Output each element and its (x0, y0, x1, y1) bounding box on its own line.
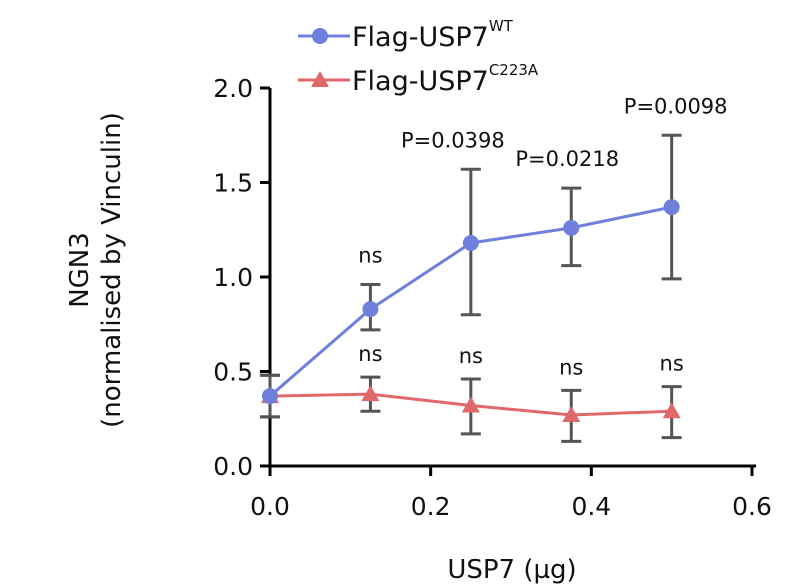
legend-label-wt-name: Flag-USP7 (352, 22, 489, 53)
annotation-c223a: ns (660, 352, 684, 376)
legend-label-c223a-sup: C223A (489, 61, 539, 79)
y-tick-label: 1.5 (213, 169, 253, 198)
legend-label-c223a: Flag-USP7C223A (352, 61, 539, 97)
data-point-triangle (461, 396, 480, 413)
y-axis-label-line2: (normalised by Vinculin) (97, 112, 127, 428)
data-point-circle (362, 301, 379, 318)
data-point-circle (262, 388, 278, 405)
data-point-circle (663, 199, 680, 216)
annotation-c223a: ns (358, 342, 382, 366)
legend-label-wt: Flag-USP7WT (352, 17, 514, 53)
annotation-wt: ns (358, 244, 382, 268)
data-point-circle (563, 219, 580, 236)
annotation-c223a: ns (459, 344, 483, 368)
annotation-wt: P=0.0398 (401, 128, 505, 152)
x-axis-label: USP7 (µg) (447, 555, 576, 585)
annotation-wt: P=0.0218 (515, 147, 619, 171)
data-point-triangle (662, 402, 681, 419)
x-tick-label: 0.6 (732, 492, 772, 521)
y-tick-label: 0.5 (213, 358, 253, 387)
y-tick-label: 2.0 (213, 74, 253, 103)
y-axis-label-line1: NGN3 (65, 232, 95, 308)
y-tick-label: 0.0 (213, 452, 253, 481)
data-point-triangle (562, 405, 581, 422)
y-tick-label: 1.0 (213, 263, 253, 292)
x-tick-label: 0.0 (250, 492, 290, 521)
annotation-c223a: ns (559, 355, 583, 379)
legend-label-c223a-name: Flag-USP7 (352, 66, 489, 97)
legend-label-wt-sup: WT (489, 17, 514, 35)
annotation-wt: P=0.0098 (624, 94, 728, 118)
legend: Flag-USP7WT Flag-USP7C223A (298, 17, 539, 97)
legend-marker-circle (312, 28, 328, 44)
x-tick-label: 0.2 (411, 492, 451, 521)
data-point-triangle (361, 385, 380, 402)
x-tick-label: 0.4 (571, 492, 611, 521)
data-point-circle (462, 234, 479, 251)
legend-marker-triangle (311, 71, 329, 87)
